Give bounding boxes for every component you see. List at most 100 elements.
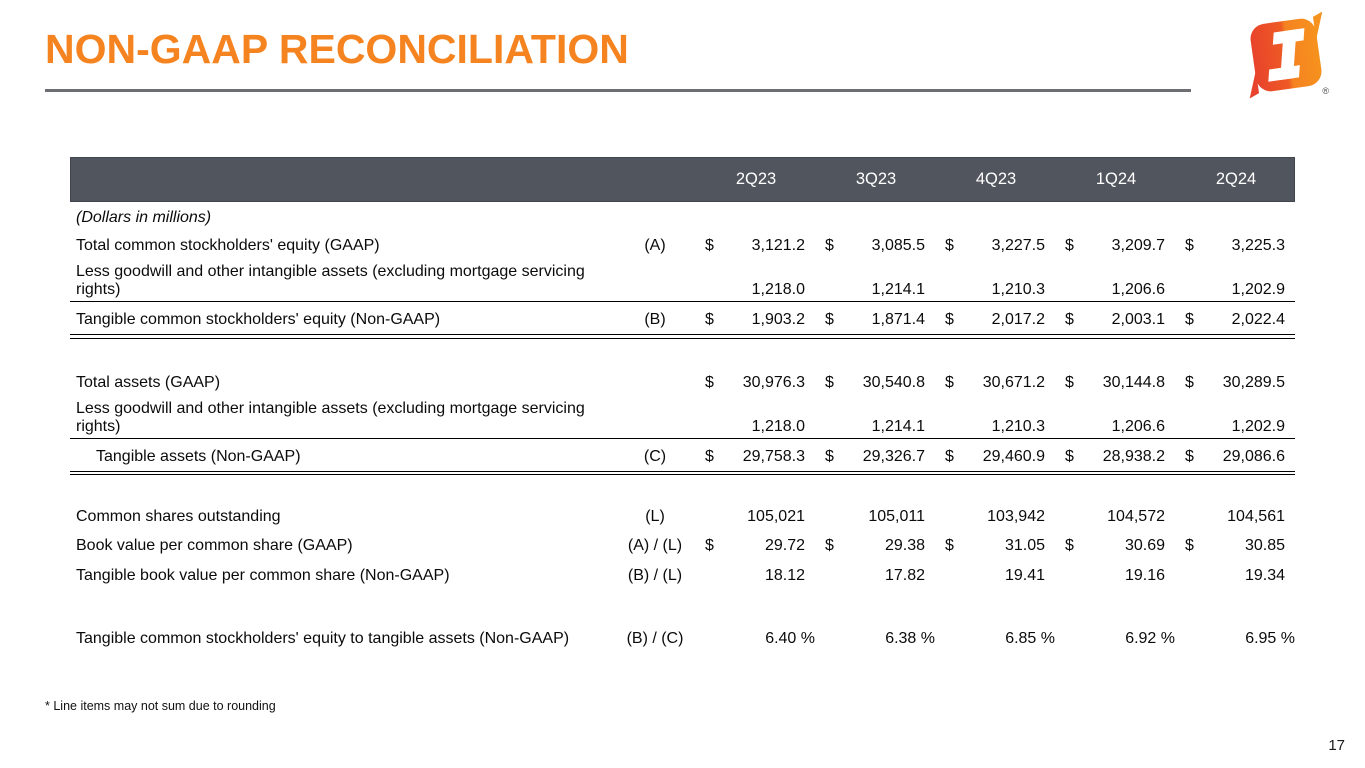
cell-1q24: $3,209.7	[1055, 237, 1175, 255]
cell-value: 30,540.8	[862, 373, 925, 391]
currency-symbol: $	[825, 237, 834, 254]
row-label: Book value per common share (GAAP)	[76, 537, 353, 554]
page-number: 17	[1328, 737, 1345, 754]
cell-3q23: 1,214.1	[815, 281, 935, 299]
cell-value: 30,976.3	[742, 373, 805, 391]
cell-1q24: 1,206.6	[1055, 418, 1175, 436]
cell-2q24: 104,561	[1175, 508, 1295, 526]
cell-value: 29,758.3	[742, 447, 805, 465]
currency-symbol: $	[705, 311, 714, 328]
cell-2q23: $1,903.2	[695, 311, 815, 329]
cell-2q24: 19.34	[1175, 567, 1295, 585]
cell-3q23: 105,011	[815, 508, 935, 526]
cell-value: 3,085.5	[871, 237, 925, 254]
cell-value: 19.41	[1004, 567, 1045, 584]
cell-value: 6.92 %	[1125, 630, 1175, 647]
table-header-row: 2Q23 3Q23 4Q23 1Q24 2Q24	[70, 157, 1295, 202]
cell-value: 1,202.9	[1231, 281, 1285, 299]
cell-2q23: $29,758.3	[695, 448, 815, 466]
cell-2q24: $30.85	[1175, 537, 1295, 555]
currency-symbol: $	[945, 447, 954, 465]
cell-2q24: $2,022.4	[1175, 311, 1295, 329]
cell-value: 3,225.3	[1231, 237, 1285, 254]
cell-value: 1,218.0	[751, 417, 805, 435]
row-ref: (B)	[644, 311, 666, 328]
row-less-goodwill-equity: Less goodwill and other intangible asset…	[70, 260, 1295, 302]
currency-symbol: $	[945, 537, 954, 554]
cell-value: 31.05	[1004, 537, 1045, 554]
cell-value: 30,671.2	[982, 373, 1045, 391]
cell-value: 105,011	[868, 508, 925, 525]
cell-value: 29,086.6	[1222, 447, 1285, 465]
row-common-shares-outstanding: Common shares outstanding (L) 105,021 10…	[70, 503, 1295, 531]
row-less-goodwill-assets: Less goodwill and other intangible asset…	[70, 397, 1295, 439]
cell-value: 1,210.3	[991, 417, 1045, 435]
currency-symbol: $	[705, 373, 714, 391]
cell-value: 29.38	[884, 537, 925, 554]
cell-value: 19.16	[1124, 567, 1165, 584]
cell-value: 3,209.7	[1111, 237, 1165, 254]
cell-3q23: $3,085.5	[815, 237, 935, 255]
row-ref: (C)	[643, 447, 667, 465]
currency-symbol: $	[825, 373, 834, 391]
cell-1q24: $28,938.2	[1055, 448, 1175, 466]
rounding-footnote: * Line items may not sum due to rounding	[45, 699, 276, 713]
cell-2q23: 18.12	[695, 567, 815, 585]
cell-1q24: $30.69	[1055, 537, 1175, 555]
cell-2q24: 6.95 %	[1175, 630, 1295, 648]
row-tce-to-tangible-assets: Tangible common stockholders' equity to …	[70, 625, 1295, 653]
row-tangible-book-value-per-share: Tangible book value per common share (No…	[70, 561, 1295, 591]
cell-2q23: $29.72	[695, 537, 815, 555]
cell-value: 29,326.7	[862, 447, 925, 465]
section-spacer	[70, 475, 1295, 503]
currency-symbol: $	[825, 447, 834, 465]
currency-symbol: $	[825, 537, 834, 554]
row-tangible-assets: Tangible assets (Non-GAAP) (C) $29,758.3…	[70, 439, 1295, 471]
cell-3q23: $29,326.7	[815, 448, 935, 466]
row-ref: (B) / (C)	[626, 630, 684, 647]
row-ref: (A) / (L)	[627, 537, 683, 554]
currency-symbol: $	[705, 447, 714, 465]
title-underline-rule	[45, 89, 1191, 92]
column-header-3q23: 3Q23	[855, 170, 897, 188]
row-label: Less goodwill and other intangible asset…	[76, 399, 585, 435]
cell-4q23: 1,210.3	[935, 281, 1055, 299]
cell-value: 103,942	[987, 508, 1045, 525]
cell-4q23: $31.05	[935, 537, 1055, 555]
cell-2q24: $3,225.3	[1175, 237, 1295, 255]
cell-1q24: $30,144.8	[1055, 374, 1175, 392]
cell-3q23: 17.82	[815, 567, 935, 585]
first-interstate-logo: ®	[1241, 12, 1333, 102]
row-label: Tangible common stockholders' equity to …	[76, 630, 570, 647]
currency-symbol: $	[1185, 373, 1194, 391]
row-total-assets: Total assets (GAAP) $30,976.3 $30,540.8 …	[70, 369, 1295, 397]
cell-2q23: 6.40 %	[695, 630, 815, 648]
cell-value: 104,572	[1107, 508, 1165, 525]
cell-value: 1,202.9	[1231, 417, 1285, 435]
currency-symbol: $	[1065, 311, 1074, 328]
row-label: Tangible book value per common share (No…	[76, 567, 450, 584]
column-header-1q24: 1Q24	[1095, 170, 1137, 188]
row-label: Total common stockholders' equity (GAAP)	[76, 237, 380, 254]
cell-1q24: $2,003.1	[1055, 311, 1175, 329]
cell-value: 6.40 %	[765, 630, 815, 647]
row-ref: (B) / (L)	[627, 567, 683, 584]
currency-symbol: $	[1065, 537, 1074, 554]
currency-symbol: $	[705, 537, 714, 554]
column-header-4q23: 4Q23	[975, 170, 1017, 188]
cell-2q24: $29,086.6	[1175, 448, 1295, 466]
cell-3q23: $29.38	[815, 537, 935, 555]
cell-3q23: $30,540.8	[815, 374, 935, 392]
bank-logo-icon	[1249, 12, 1323, 99]
cell-value: 3,227.5	[991, 237, 1045, 254]
registered-trademark: ®	[1322, 86, 1329, 96]
cell-value: 6.95 %	[1245, 630, 1295, 647]
cell-4q23: $29,460.9	[935, 448, 1055, 466]
currency-symbol: $	[1065, 237, 1074, 254]
cell-1q24: 6.92 %	[1055, 630, 1175, 648]
cell-value: 1,206.6	[1111, 417, 1165, 435]
cell-value: 28,938.2	[1102, 447, 1165, 465]
cell-value: 29.72	[764, 537, 805, 554]
cell-value: 1,214.1	[871, 281, 925, 299]
